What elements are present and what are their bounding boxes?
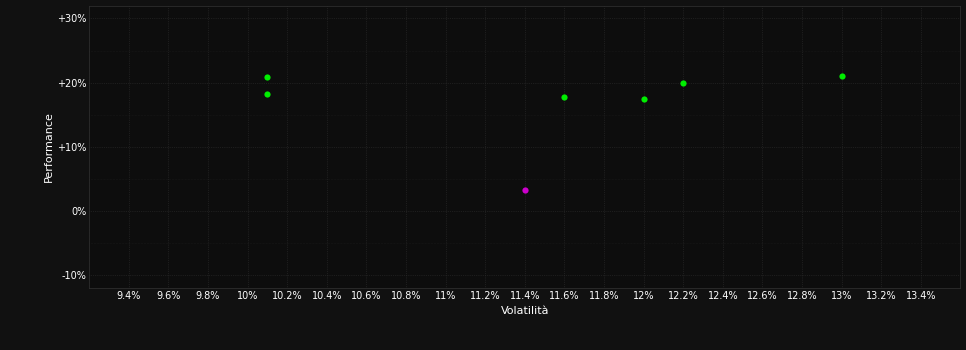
Y-axis label: Performance: Performance [44, 111, 54, 182]
Point [834, 74, 849, 79]
X-axis label: Volatilità: Volatilità [500, 307, 549, 316]
Point [675, 80, 691, 85]
Point [636, 96, 651, 101]
Point [517, 187, 532, 192]
Point [260, 74, 275, 80]
Point [556, 94, 572, 99]
Point [260, 91, 275, 96]
